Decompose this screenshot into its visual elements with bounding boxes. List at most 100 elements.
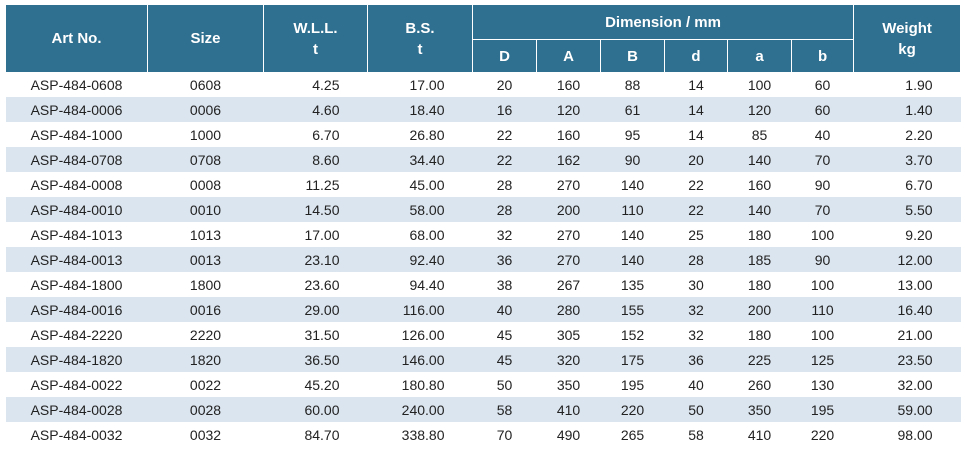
table-cell: 70	[496, 426, 513, 443]
table-cell: 240.00	[367, 397, 473, 422]
table-cell: 36	[472, 247, 537, 272]
table-cell: 120	[536, 97, 601, 122]
table-cell: 31.50	[304, 326, 340, 343]
header-cell: D	[472, 39, 537, 72]
table-cell: 13.00	[897, 276, 933, 293]
header-cell: W.L.L. t	[263, 5, 368, 72]
table-cell: 100	[810, 226, 835, 243]
header-unit: t	[313, 40, 318, 58]
table-cell: 36.50	[263, 347, 368, 372]
header-text: Dimension / mm	[605, 13, 721, 31]
header-cell: B	[600, 39, 665, 72]
table-cell: 70	[791, 147, 854, 172]
table-cell: 58	[472, 397, 537, 422]
table-cell: 175	[600, 347, 665, 372]
table-row: ASP-484-0708 0708 8.60 34.40 22 162 90 20 140 70 3…	[5, 147, 961, 172]
table-cell: 140	[727, 147, 792, 172]
table-cell: 28	[664, 247, 728, 272]
table-cell: 220	[810, 426, 835, 443]
table-cell: 2220	[189, 326, 222, 343]
table-cell: 180	[747, 276, 772, 293]
table-cell: 1.90	[905, 76, 933, 93]
table-row: ASP-484-1820 1820 36.50 146.00 45 320 175 36 225…	[5, 347, 961, 372]
table-cell: ASP-484-0708	[5, 147, 148, 172]
header-cell: A	[536, 39, 601, 72]
table-cell: ASP-484-0608	[30, 76, 123, 93]
table-cell: 61	[600, 97, 665, 122]
header-text: W.L.L.	[293, 19, 338, 37]
table-cell: 0708	[147, 147, 264, 172]
spec-table: Art No. Size W.L.L. t B.S. t Dimension / m…	[5, 5, 962, 447]
table-cell: 40	[688, 376, 704, 393]
header-cell: Art No.	[5, 5, 148, 72]
table-cell: 8.60	[263, 147, 368, 172]
table-cell: 12.00	[853, 247, 961, 272]
table-cell: 28	[472, 197, 537, 222]
table-cell: 18.40	[367, 97, 473, 122]
table-cell: 140	[600, 247, 665, 272]
table-cell: 0028	[147, 397, 264, 422]
table-cell: 0032	[189, 426, 222, 443]
table-cell: 21.00	[897, 326, 933, 343]
table-cell: 195	[620, 376, 645, 393]
table-cell: 200	[536, 197, 601, 222]
table-row: ASP-484-0010 0010 14.50 58.00 28 200 110 22 140 7…	[5, 197, 961, 222]
table-cell: 135	[620, 276, 645, 293]
table-cell: 0608	[189, 76, 222, 93]
header-cell: Size	[147, 5, 264, 72]
table-cell: ASP-484-0006	[5, 97, 148, 122]
table-cell: 1013	[189, 226, 222, 243]
table-cell: 125	[791, 347, 854, 372]
header-cell: B.S. t	[367, 5, 473, 72]
table-cell: 160	[556, 76, 581, 93]
header-cell: a	[727, 39, 792, 72]
table-cell: ASP-484-1000	[30, 126, 123, 143]
table-cell: 0016	[147, 297, 264, 322]
table-cell: 45	[472, 347, 537, 372]
table-cell: 16	[472, 97, 537, 122]
table-row: ASP-484-1013 1013 17.00 68.00 32 270 140 25 180 1…	[6, 222, 961, 247]
table-row: ASP-484-0013 0013 23.10 92.40 36 270 140 28 185 9…	[5, 247, 961, 272]
table-row: ASP-484-0032 0032 84.70 338.80 70 490 265 58 410…	[6, 422, 961, 447]
table-row: ASP-484-1800 1800 23.60 94.40 38 267 135 30 180 1…	[6, 272, 961, 297]
table-cell: 17.00	[304, 226, 340, 243]
table-cell: 40	[814, 126, 831, 143]
table-cell: 84.70	[304, 426, 340, 443]
table-cell: 88	[624, 76, 641, 93]
table-cell: 90	[791, 247, 854, 272]
table-cell: 0008	[189, 176, 222, 193]
table-cell: 17.00	[409, 76, 445, 93]
table-cell: 116.00	[367, 297, 473, 322]
table-cell: 70	[791, 197, 854, 222]
table-cell: 410	[747, 426, 772, 443]
table-header: Art No. Size W.L.L. t B.S. t Dimension / m…	[5, 5, 962, 72]
table-cell: 180	[747, 226, 772, 243]
table-cell: ASP-484-2220	[30, 326, 123, 343]
table-cell: 23.60	[304, 276, 340, 293]
table-cell: ASP-484-1013	[30, 226, 123, 243]
table-cell: 32	[664, 297, 728, 322]
table-cell: 160	[747, 176, 772, 193]
table-cell: 25	[688, 226, 704, 243]
table-cell: 162	[536, 147, 601, 172]
table-cell: 140	[620, 176, 645, 193]
table-cell: 260	[747, 376, 772, 393]
table-cell: 280	[536, 297, 601, 322]
table-cell: 9.20	[905, 226, 933, 243]
table-cell: 22	[664, 197, 728, 222]
table-cell: 85	[751, 126, 768, 143]
table-cell: 110	[600, 197, 665, 222]
table-cell: 110	[791, 297, 854, 322]
table-cell: 98.00	[897, 426, 933, 443]
table-row: ASP-484-0016 0016 29.00 116.00 40 280 155 32 200…	[5, 297, 961, 322]
table-cell: 320	[536, 347, 601, 372]
table-cell: 59.00	[853, 397, 961, 422]
table-cell: 28	[496, 176, 513, 193]
table-cell: 36	[664, 347, 728, 372]
table-cell: 30	[688, 276, 704, 293]
table-cell: 14	[688, 76, 704, 93]
header-unit: t	[417, 40, 423, 58]
header-text: Size	[190, 30, 221, 47]
table-cell: 160	[556, 126, 581, 143]
table-cell: 270	[536, 247, 601, 272]
